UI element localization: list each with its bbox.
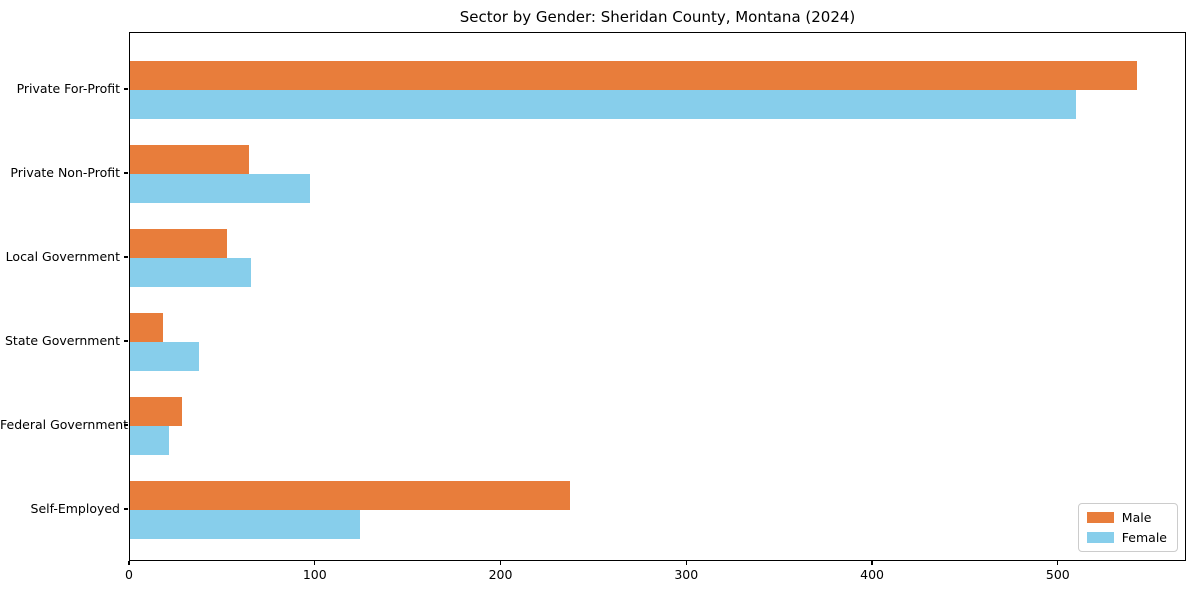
ytick-mark-0 bbox=[124, 88, 128, 90]
ytick-label-4: Federal Government bbox=[0, 417, 129, 432]
ytick-mark-3 bbox=[124, 340, 128, 342]
bar-female-2 bbox=[130, 258, 251, 287]
legend-swatch-male bbox=[1086, 512, 1114, 523]
bar-male-1 bbox=[130, 145, 249, 174]
ytick-mark-5 bbox=[124, 508, 128, 510]
legend-item-female: Female bbox=[1086, 530, 1167, 545]
bar-male-4 bbox=[130, 397, 182, 426]
xtick-mark-1 bbox=[314, 561, 316, 565]
bar-female-4 bbox=[130, 426, 169, 455]
ytick-label-1: Private Non-Profit bbox=[10, 165, 120, 180]
ytick-mark-4 bbox=[124, 424, 128, 426]
ytick-mark-2 bbox=[124, 256, 128, 258]
ytick-label-2: Local Government bbox=[5, 249, 120, 264]
ytick-label-0: Private For-Profit bbox=[16, 81, 120, 96]
xtick-label-2: 200 bbox=[488, 567, 513, 582]
chart-title: Sector by Gender: Sheridan County, Monta… bbox=[459, 8, 856, 26]
legend: Male Female bbox=[1077, 503, 1178, 552]
xtick-mark-5 bbox=[1057, 561, 1059, 565]
bar-female-3 bbox=[130, 342, 199, 371]
ytick-label-3: State Government bbox=[4, 333, 120, 348]
legend-label-male: Male bbox=[1121, 510, 1152, 525]
xtick-mark-2 bbox=[499, 561, 502, 565]
bar-male-2 bbox=[130, 229, 227, 258]
xtick-mark-0 bbox=[128, 561, 130, 565]
ytick-label-5: Self-Employed bbox=[30, 501, 120, 516]
bar-male-5 bbox=[130, 481, 570, 510]
bar-female-0 bbox=[130, 90, 1076, 119]
xtick-label-0: 0 bbox=[125, 567, 133, 582]
bar-female-5 bbox=[130, 510, 360, 539]
ytick-mark-1 bbox=[124, 172, 128, 174]
xtick-label-4: 400 bbox=[860, 567, 884, 582]
xtick-label-3: 300 bbox=[674, 567, 699, 582]
xtick-mark-4 bbox=[871, 561, 873, 565]
xtick-mark-3 bbox=[685, 561, 687, 565]
xtick-label-1: 100 bbox=[302, 567, 327, 582]
legend-item-male: Male bbox=[1086, 510, 1167, 525]
plot-area: Male Female bbox=[129, 32, 1186, 561]
bar-male-0 bbox=[130, 61, 1137, 90]
xtick-label-5: 500 bbox=[1045, 567, 1070, 582]
legend-label-female: Female bbox=[1121, 530, 1167, 545]
legend-swatch-female bbox=[1086, 532, 1114, 543]
bar-female-1 bbox=[130, 174, 310, 203]
bar-male-3 bbox=[130, 313, 163, 342]
